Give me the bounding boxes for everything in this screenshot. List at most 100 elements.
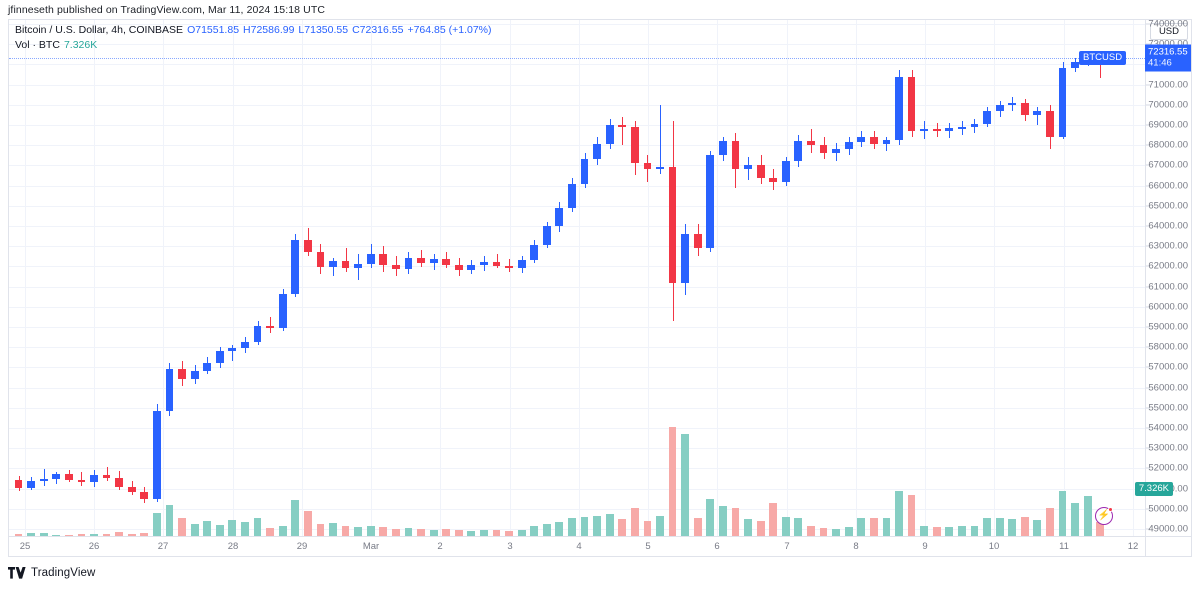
current-price-value: 72316.55 (1148, 46, 1188, 58)
candle-wick (107, 467, 108, 482)
candle-body (807, 141, 815, 146)
legend-symbol-title: Bitcoin / U.S. Dollar, 4h, COINBASE (15, 24, 184, 36)
price-tick-dash (1146, 326, 1150, 328)
candle-body (832, 149, 840, 154)
grid-line-horizontal (9, 388, 1145, 389)
volume-bar (366, 525, 375, 537)
volume-bar (605, 513, 614, 537)
time-tick-label: 7 (784, 541, 790, 552)
time-tick-label: 2 (437, 541, 443, 552)
legend-volume-value: 7.326K (63, 39, 98, 51)
current-price-badge[interactable]: 72316.55 41:46 (1145, 44, 1191, 72)
volume-bar (379, 527, 388, 537)
time-tick-label: 12 (1127, 541, 1139, 552)
candle-wick (622, 116, 623, 146)
grid-line-horizontal (9, 246, 1145, 247)
volume-bar (630, 507, 639, 537)
candle-body (52, 473, 61, 479)
volume-value-badge[interactable]: 7.326K (1134, 481, 1173, 496)
volume-bar (127, 534, 136, 537)
price-tick-label: 57000.00 (1148, 361, 1188, 373)
candle-body (605, 125, 614, 145)
price-tick-label: 70000.00 (1148, 99, 1188, 111)
price-tick-dash (1146, 508, 1150, 510)
volume-bar (957, 526, 966, 537)
grid-line-vertical (787, 20, 788, 537)
grid-line-horizontal (9, 408, 1145, 409)
grid-line-horizontal (9, 307, 1145, 308)
volume-bar (668, 427, 677, 537)
candle-body (1020, 102, 1029, 115)
candle-body (618, 125, 627, 128)
legend-symbol-row[interactable]: Bitcoin / U.S. Dollar, 4h, COINBASE O7155… (15, 23, 492, 37)
candle-body (819, 145, 828, 154)
tradingview-logo-icon (8, 567, 26, 579)
grid-line-horizontal (9, 529, 1145, 530)
price-tick-label: 65000.00 (1148, 200, 1188, 212)
legend-volume-row[interactable]: Vol · BTC 7.326K (15, 38, 492, 52)
volume-bar (681, 433, 690, 537)
grid-line-vertical (302, 20, 303, 537)
price-tick-dash (1146, 407, 1150, 409)
candle-body (920, 129, 929, 132)
candle-body (882, 140, 891, 145)
volume-bar (844, 527, 853, 537)
currency-label[interactable]: USD (1149, 23, 1188, 40)
time-tick-label: 9 (922, 541, 928, 552)
volume-bar (744, 519, 752, 537)
candle-body (215, 351, 224, 364)
volume-bar (316, 523, 325, 537)
grid-line-horizontal (9, 44, 1145, 45)
candle-body (681, 234, 690, 283)
candle-body (932, 129, 941, 132)
price-tick-dash (1146, 306, 1150, 308)
candle-body (253, 325, 262, 343)
volume-bar (756, 520, 765, 537)
candle-body (643, 163, 652, 170)
price-scale[interactable]: USD 74000.0073000.0072000.0071000.007000… (1134, 20, 1191, 537)
volume-bar (568, 518, 576, 537)
grid-line-vertical (648, 20, 649, 537)
volume-bar (115, 532, 124, 537)
symbol-price-tag[interactable]: BTCUSD (1079, 51, 1127, 66)
candle-body (1071, 62, 1079, 69)
candle-body (970, 124, 979, 128)
volume-bar (329, 523, 337, 537)
volume-bar (1046, 507, 1054, 537)
grid-line-vertical (440, 20, 441, 537)
time-tick-label: 4 (576, 541, 582, 552)
volume-bar (165, 504, 174, 537)
candle-body (1033, 110, 1042, 115)
candle-wick (1037, 106, 1038, 125)
volume-bar (480, 530, 488, 537)
volume-bar (643, 521, 652, 537)
volume-bar (215, 525, 224, 537)
candle-body (14, 480, 23, 488)
price-tick-dash (1146, 205, 1150, 207)
grid-line-horizontal (9, 226, 1145, 227)
volume-bar (228, 519, 237, 537)
price-tick-dash (1146, 265, 1150, 267)
price-tick-dash (1146, 43, 1150, 45)
grid-line-vertical (371, 20, 372, 537)
volume-bar (1071, 503, 1079, 537)
candle-body (153, 410, 161, 500)
candle-body (983, 110, 991, 124)
candle-body (266, 325, 274, 328)
price-tick-dash (1146, 23, 1150, 25)
candle-body (895, 76, 903, 141)
chart-pane[interactable]: BTCUSD ⚡ (9, 20, 1145, 537)
time-scale[interactable]: 25 26 27 28 29 Mar 2 3 4 5 6 7 8 9 10 11 12 (9, 536, 1145, 556)
volume-bar (417, 529, 425, 537)
grid-line-vertical (1064, 20, 1065, 537)
grid-line-horizontal (9, 125, 1145, 126)
candle-body (203, 363, 212, 372)
candle-body (693, 234, 702, 249)
candle-body (467, 265, 476, 271)
candle-wick (232, 345, 233, 362)
realtime-lightning-icon[interactable]: ⚡ (1095, 507, 1113, 525)
price-tick-label: 71000.00 (1148, 79, 1188, 91)
volume-bar (895, 490, 903, 537)
candle-body (316, 252, 325, 268)
candle-body (454, 265, 463, 271)
